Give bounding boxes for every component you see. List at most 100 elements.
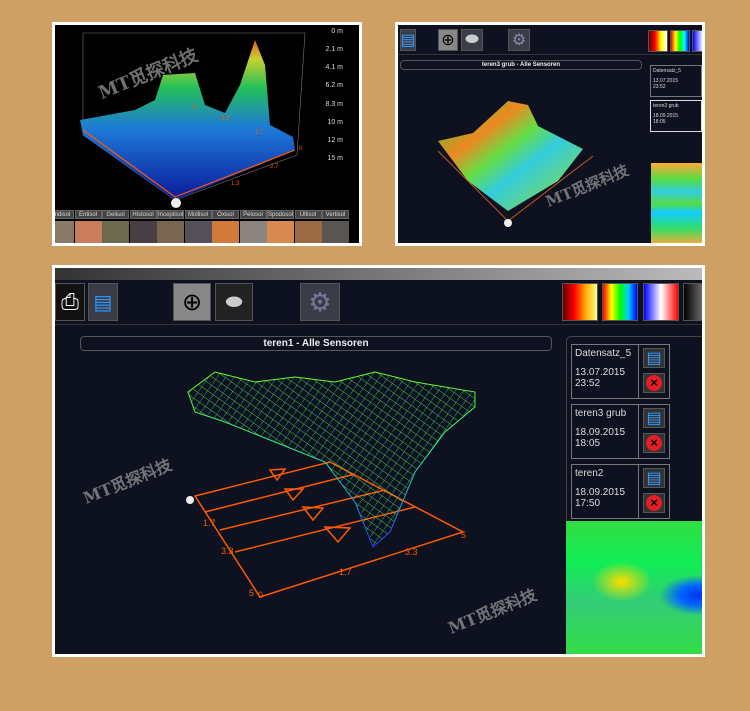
- depth-label: 2.1 m: [325, 46, 343, 53]
- soil-sample-image: [212, 221, 239, 243]
- axis-label: 1.7: [203, 518, 216, 528]
- axis-label: 5: [193, 105, 197, 111]
- window-header: [55, 268, 702, 280]
- depth-label: 6.2 m: [325, 82, 343, 89]
- record-item[interactable]: teren3 grub 18.09.2015 18:05: [571, 404, 639, 459]
- soil-type-label: Pelosol: [239, 210, 267, 219]
- soil-type-item[interactable]: Entisol: [74, 210, 102, 243]
- target-icon[interactable]: ⊕: [173, 283, 211, 321]
- record-name: teren3 grub: [653, 103, 679, 109]
- axis-label: 5: [249, 588, 255, 598]
- delete-record-button[interactable]: ×: [643, 493, 665, 513]
- print-icon[interactable]: ⎙: [55, 283, 85, 321]
- axis-label: 1.7: [339, 567, 352, 577]
- palette-rainbow[interactable]: [670, 30, 690, 52]
- palette-grayscale[interactable]: [683, 283, 702, 321]
- soil-type-item[interactable]: Pelosol: [239, 210, 267, 243]
- depth-label: 4.1 m: [325, 64, 343, 71]
- target-icon[interactable]: ⊕: [438, 29, 458, 51]
- 3d-surface-plot: [80, 32, 306, 208]
- record-actions: [638, 404, 670, 459]
- soil-type-label: Oxisol: [212, 210, 239, 219]
- record-name: teren2: [575, 468, 604, 479]
- palette-blue-white-red[interactable]: [643, 283, 679, 321]
- record-time: 18:05: [653, 119, 666, 125]
- soil-type-item[interactable]: Ultisol: [294, 210, 322, 243]
- soil-sample-image: [267, 221, 294, 243]
- record-date: 18.09.2015: [575, 487, 626, 498]
- save-record-icon[interactable]: ▤: [643, 468, 665, 488]
- record-date: 18.09.2015: [653, 113, 679, 119]
- delete-record-button[interactable]: ×: [643, 433, 665, 453]
- axis-label: 1.7: [255, 130, 264, 136]
- record-item-selected[interactable]: teren3 grub 18.09.2015 18:05: [650, 100, 702, 132]
- record-name: teren3 grub: [575, 408, 627, 419]
- soil-sample-image: [55, 221, 74, 243]
- record-name: Datensatz_5: [653, 68, 682, 74]
- soil-type-label: Entisol: [74, 210, 102, 219]
- soil-type-item[interactable]: Spodosol: [267, 210, 294, 243]
- soil-type-item[interactable]: Aridisol: [55, 210, 74, 243]
- save-icon[interactable]: ▤: [88, 283, 118, 321]
- record-date: 13.07.2015: [575, 367, 626, 378]
- soil-sample-image: [74, 221, 102, 243]
- delete-record-button[interactable]: ×: [643, 373, 665, 393]
- radargram-preview: [566, 521, 702, 654]
- axis-label: 3.3: [221, 116, 230, 122]
- soil-sample-image: [129, 221, 157, 243]
- record-time: 18:05: [575, 438, 601, 449]
- palette-heat[interactable]: [648, 30, 668, 52]
- record-item[interactable]: Datensatz_5 13.07.2015 23:52: [650, 65, 702, 97]
- record-actions: [638, 344, 670, 399]
- soil-type-item[interactable]: Histosol: [129, 210, 157, 243]
- palette-heat[interactable]: [562, 283, 598, 321]
- record-item[interactable]: Datensatz_5 13.07.2015 23:52: [571, 344, 639, 399]
- teren1-view-panel: ⎙ ▤ ⊕ ⬬ ⚙ teren1 - Alle Sensoren MT觅探科技 …: [52, 265, 705, 657]
- axis-grid: [193, 461, 465, 598]
- save-record-icon[interactable]: ▤: [643, 408, 665, 428]
- radargram-preview: [651, 163, 702, 243]
- record-item[interactable]: teren2 18.09.2015 17:50: [571, 464, 639, 519]
- soil-type-item[interactable]: Mollisol: [184, 210, 212, 243]
- palette-blue-white-red[interactable]: [692, 30, 702, 52]
- save-icon[interactable]: ▤: [400, 29, 416, 51]
- record-name: Datensatz_5: [575, 348, 632, 359]
- close-icon: ×: [646, 375, 662, 391]
- world-map-icon[interactable]: ⬬: [215, 283, 253, 321]
- soil-type-item[interactable]: Gelisol: [102, 210, 129, 243]
- soil-type-label: Mollisol: [184, 210, 212, 219]
- depth-label: 15 m: [327, 155, 343, 162]
- soil-sample-image: [184, 221, 212, 243]
- soil-sample-image: [294, 221, 322, 243]
- soil-type-label: Spodosol: [267, 210, 294, 219]
- soil-type-label: Vertisol: [322, 210, 349, 219]
- depth-label: 8.3 m: [325, 101, 343, 108]
- soil-sample-image: [102, 221, 129, 243]
- record-actions: [638, 464, 670, 519]
- 3d-surface-plot: [437, 101, 594, 227]
- gear-icon[interactable]: ⚙: [300, 283, 340, 321]
- axis-label: 0: [258, 590, 264, 600]
- world-map-icon[interactable]: ⬬: [461, 29, 483, 51]
- depth-label: 10 m: [327, 119, 343, 126]
- soil-type-item[interactable]: Oxisol: [212, 210, 239, 243]
- toolbar: ⎙ ▤ ⊕ ⬬ ⚙: [55, 280, 702, 325]
- axis-label: 3.3: [221, 546, 234, 556]
- axis-label: 0: [299, 146, 303, 152]
- axis-label: 2.7: [270, 164, 279, 170]
- soil-sample-image: [157, 221, 184, 243]
- soil-type-item[interactable]: Inceptisol: [157, 210, 184, 243]
- close-icon: ×: [646, 495, 662, 511]
- axis-label: 3.3: [405, 547, 418, 557]
- save-record-icon[interactable]: ▤: [643, 348, 665, 368]
- axis-label: 1.3: [231, 181, 240, 187]
- soil-type-label: Histosol: [129, 210, 157, 219]
- record-time: 23:52: [575, 378, 601, 389]
- record-date: 13.07.2015: [653, 78, 679, 84]
- close-icon: ×: [646, 435, 662, 451]
- palette-rainbow[interactable]: [602, 283, 638, 321]
- view-title: teren1 - Alle Sensoren: [80, 336, 552, 351]
- soil-type-item[interactable]: Vertisol: [322, 210, 349, 243]
- gear-icon[interactable]: ⚙: [508, 29, 530, 51]
- depth-label: 12 m: [327, 137, 343, 144]
